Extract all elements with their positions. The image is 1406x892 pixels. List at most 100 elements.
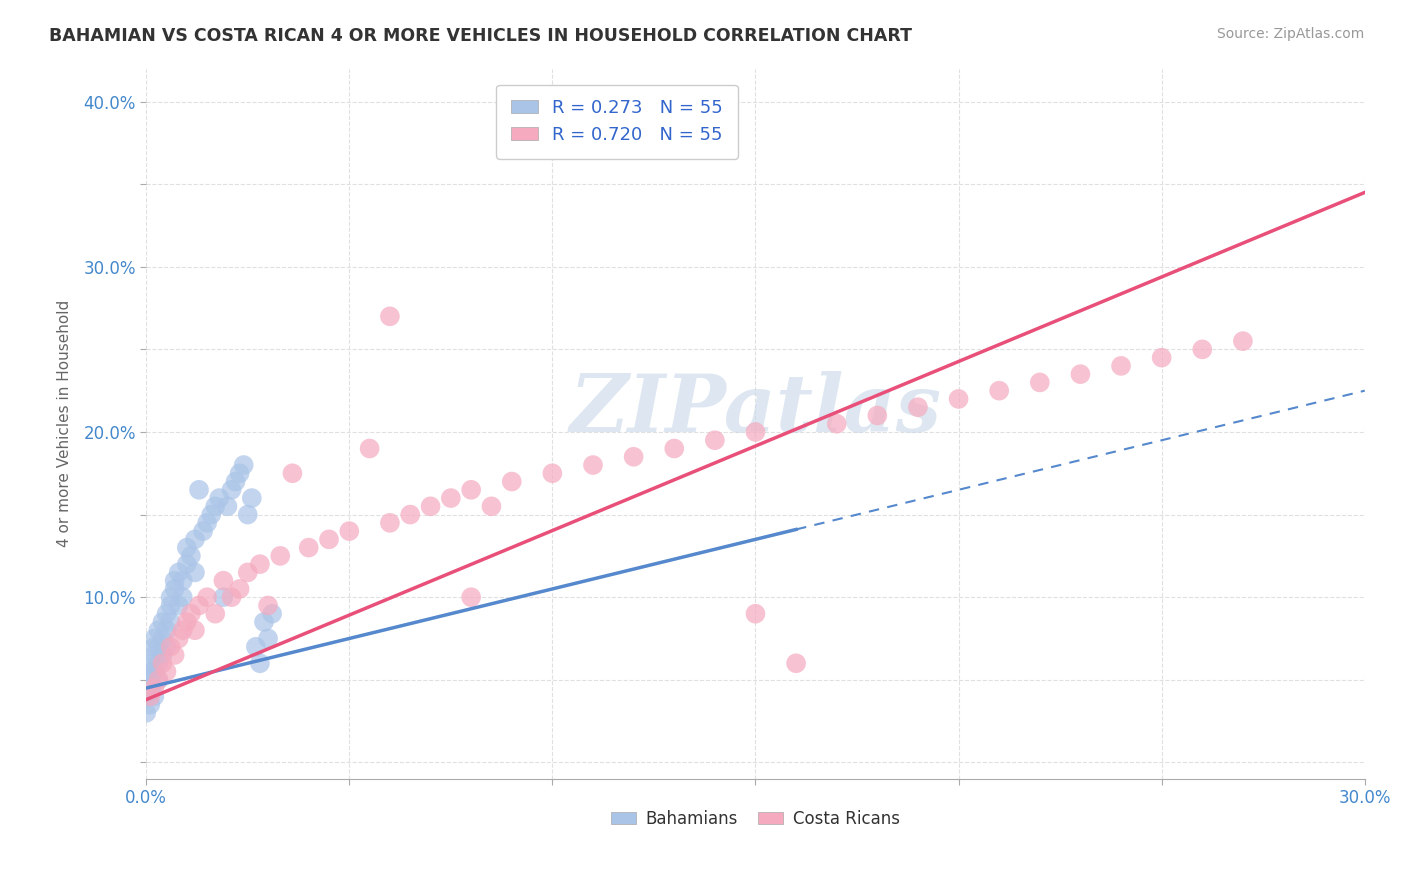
Point	[188, 599, 211, 613]
Point	[249, 657, 271, 671]
Point	[460, 483, 482, 497]
Point	[155, 624, 177, 638]
Point	[217, 500, 239, 514]
Point	[419, 500, 441, 514]
Point	[184, 566, 207, 580]
Point	[236, 508, 259, 522]
Point	[212, 590, 235, 604]
Point	[143, 681, 166, 695]
Point	[155, 665, 177, 679]
Point	[744, 607, 766, 621]
Point	[143, 640, 166, 654]
Point	[988, 384, 1011, 398]
Point	[212, 574, 235, 588]
Point	[623, 450, 645, 464]
Point	[221, 590, 243, 604]
Point	[232, 458, 254, 472]
Point	[785, 657, 807, 671]
Point	[1029, 376, 1052, 390]
Point	[399, 508, 422, 522]
Point	[135, 706, 157, 720]
Point	[139, 657, 162, 671]
Point	[866, 409, 889, 423]
Point	[245, 640, 267, 654]
Point	[152, 615, 174, 629]
Point	[180, 549, 202, 563]
Point	[253, 615, 276, 629]
Point	[143, 690, 166, 704]
Point	[143, 648, 166, 662]
Point	[139, 673, 162, 687]
Point	[176, 615, 198, 629]
Point	[184, 624, 207, 638]
Point	[180, 607, 202, 621]
Point	[664, 442, 686, 456]
Point	[172, 624, 194, 638]
Point	[191, 524, 214, 538]
Point	[155, 640, 177, 654]
Point	[744, 425, 766, 439]
Point	[541, 467, 564, 481]
Point	[143, 632, 166, 646]
Point	[159, 640, 181, 654]
Point	[139, 665, 162, 679]
Point	[378, 516, 401, 530]
Point	[221, 483, 243, 497]
Point	[1191, 343, 1213, 357]
Text: ZIPatlas: ZIPatlas	[569, 371, 942, 449]
Point	[378, 310, 401, 324]
Point	[262, 607, 284, 621]
Point	[460, 590, 482, 604]
Point	[337, 524, 360, 538]
Point	[225, 475, 247, 489]
Point	[200, 508, 222, 522]
Point	[148, 640, 170, 654]
Point	[228, 582, 250, 596]
Point	[188, 483, 211, 497]
Point	[155, 607, 177, 621]
Point	[269, 549, 291, 563]
Point	[1232, 334, 1254, 348]
Text: Source: ZipAtlas.com: Source: ZipAtlas.com	[1216, 27, 1364, 41]
Point	[359, 442, 381, 456]
Point	[318, 533, 340, 547]
Point	[204, 500, 226, 514]
Text: BAHAMIAN VS COSTA RICAN 4 OR MORE VEHICLES IN HOUSEHOLD CORRELATION CHART: BAHAMIAN VS COSTA RICAN 4 OR MORE VEHICL…	[49, 27, 912, 45]
Point	[148, 624, 170, 638]
Point	[195, 590, 218, 604]
Point	[236, 566, 259, 580]
Point	[240, 491, 263, 505]
Point	[143, 665, 166, 679]
Point	[167, 632, 190, 646]
Point	[440, 491, 463, 505]
Point	[152, 632, 174, 646]
Y-axis label: 4 or more Vehicles in Household: 4 or more Vehicles in Household	[58, 300, 72, 548]
Point	[139, 698, 162, 712]
Point	[501, 475, 523, 489]
Point	[257, 632, 280, 646]
Point	[135, 690, 157, 704]
Point	[228, 467, 250, 481]
Point	[148, 673, 170, 687]
Legend: Bahamians, Costa Ricans: Bahamians, Costa Ricans	[605, 803, 907, 835]
Point	[907, 400, 929, 414]
Point	[148, 673, 170, 687]
Point	[163, 574, 186, 588]
Point	[481, 500, 503, 514]
Point	[1150, 351, 1173, 365]
Point	[139, 690, 162, 704]
Point	[139, 681, 162, 695]
Point	[152, 648, 174, 662]
Point	[167, 599, 190, 613]
Point	[159, 599, 181, 613]
Point	[184, 533, 207, 547]
Point	[176, 557, 198, 571]
Point	[1109, 359, 1132, 373]
Point	[825, 417, 848, 431]
Point	[163, 582, 186, 596]
Point	[298, 541, 321, 555]
Point	[172, 574, 194, 588]
Point	[281, 467, 304, 481]
Point	[1069, 367, 1091, 381]
Point	[249, 557, 271, 571]
